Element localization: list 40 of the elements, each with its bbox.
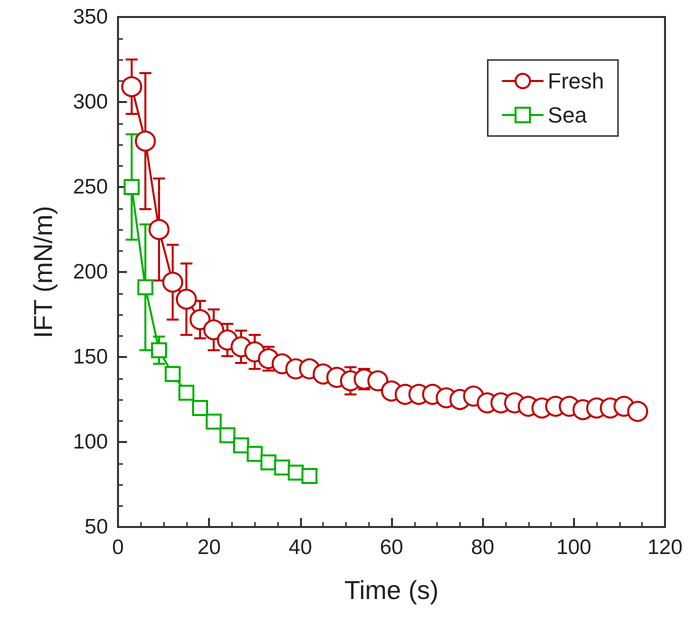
- y-axis-title: IFT (mN/m): [28, 206, 58, 338]
- legend-label: Sea: [548, 102, 588, 128]
- point: [219, 427, 236, 444]
- x-tick-label: 100: [556, 536, 592, 559]
- point: [148, 219, 170, 240]
- point: [367, 370, 388, 392]
- y-tick-label: 150: [72, 346, 108, 368]
- point: [203, 319, 224, 340]
- y-tick-label: 300: [72, 90, 108, 114]
- point: [121, 76, 142, 98]
- point: [190, 309, 211, 330]
- point: [134, 130, 156, 152]
- legend-label: Fresh: [548, 68, 604, 94]
- x-tick-label: 20: [197, 536, 221, 559]
- point: [124, 179, 140, 195]
- point: [192, 400, 208, 416]
- point: [176, 288, 197, 310]
- point: [162, 272, 184, 293]
- point: [178, 384, 194, 401]
- point: [164, 366, 181, 382]
- x-tick-label: 120: [647, 536, 683, 559]
- point: [233, 437, 250, 454]
- point: [151, 342, 168, 358]
- point: [274, 460, 290, 476]
- x-axis-title: Time (s): [344, 575, 439, 605]
- point: [206, 414, 222, 430]
- point: [260, 454, 276, 470]
- point: [137, 279, 154, 296]
- y-tick-label: 250: [72, 176, 108, 198]
- x-tick-label: 80: [470, 536, 494, 559]
- y-tick-label: 350: [72, 6, 108, 28]
- point: [627, 400, 648, 422]
- x-tick-label: 40: [288, 536, 312, 559]
- x-tick-label: 60: [380, 536, 404, 559]
- y-tick-label: 50: [84, 516, 108, 538]
- point: [301, 468, 318, 484]
- x-tick-label: 0: [112, 536, 124, 559]
- point: [246, 446, 263, 462]
- y-tick-label: 200: [72, 260, 108, 284]
- y-tick-label: 100: [72, 430, 108, 454]
